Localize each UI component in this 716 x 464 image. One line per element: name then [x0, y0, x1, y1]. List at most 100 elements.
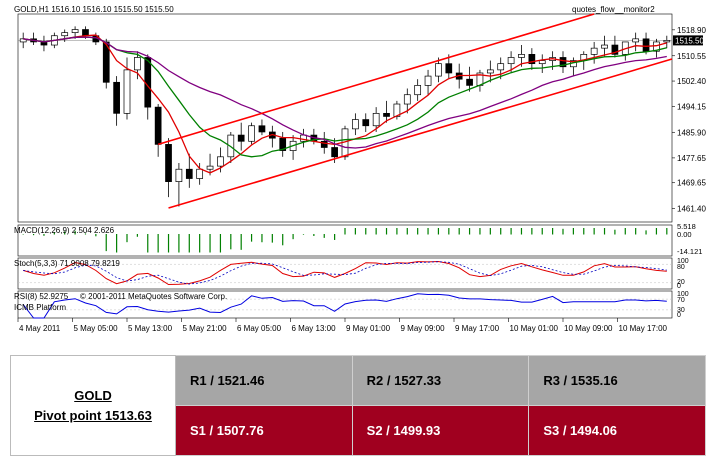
candle-body: [507, 57, 515, 65]
x-tick-label: 5 May 13:00: [128, 324, 173, 333]
s2-cell: S2 / 1499.93: [351, 405, 530, 456]
s1-cell: S1 / 1507.76: [175, 405, 353, 456]
rsi-label: RSI(8) 52.9275: [14, 292, 69, 301]
macd-frame: [17, 224, 673, 257]
candle-body: [590, 47, 598, 55]
x-tick-label: 9 May 09:00: [401, 324, 446, 333]
main-pane-frame: [17, 13, 673, 223]
candle-body: [611, 44, 619, 55]
y-tick-label: 1510.55: [677, 52, 706, 61]
macd-tick-label: 5.518: [677, 222, 696, 231]
stoch-signal-line: [23, 261, 667, 285]
y-tick-label: 1494.15: [677, 103, 706, 112]
x-tick-label: 5 May 05:00: [74, 324, 119, 333]
candle-body: [320, 140, 328, 148]
candle-body: [518, 54, 525, 58]
macd-tick-label: 0.00: [677, 230, 692, 239]
candle-body: [134, 57, 141, 71]
candle-body: [445, 63, 453, 74]
y-tick-label: 1502.40: [677, 77, 706, 86]
candle-body: [185, 168, 193, 179]
candle-body: [497, 63, 505, 71]
resistance-row: GOLD Pivot point 1513.63 R1 / 1521.46 R2…: [10, 355, 706, 456]
candle-body: [123, 69, 131, 114]
candle-body: [653, 41, 660, 52]
s3-cell: S3 / 1494.06: [528, 405, 706, 456]
r3-cell: R3 / 1535.16: [528, 355, 706, 406]
support-row: S1 / 1507.76 S2 / 1499.93 S3 / 1494.06: [11, 405, 706, 456]
candle-body: [175, 168, 183, 182]
stoch-tick-label: 20: [677, 279, 685, 286]
price-chart: 1518.90 1510.55 1502.40 1494.15 1485.90 1477.…: [10, 0, 706, 340]
y-tick-label: 1518.90: [677, 26, 706, 35]
y-tick-label: 1469.65: [677, 179, 706, 188]
y-tick-label: 1461.40: [677, 204, 706, 213]
chart-background: [10, 0, 706, 340]
r1-cell: R1 / 1521.46: [175, 355, 353, 406]
candle-body: [559, 57, 567, 68]
symbol-header: GOLD,H1 1516.10 1516.10 1515.50 1515.50: [14, 5, 174, 14]
candle-body: [237, 134, 245, 142]
candle-body: [331, 147, 338, 158]
indicator-name: quotes_flow__monitor2: [572, 5, 655, 14]
candle-body: [82, 29, 89, 37]
candle-body: [403, 94, 411, 105]
candle-body: [642, 38, 650, 52]
y-tick-label: 1477.65: [677, 154, 706, 163]
x-axis: 4 May 2011 5 May 05:00 5 May 13:00 5 May 21…: [17, 318, 668, 333]
rsi-tick-label: 100: [677, 291, 689, 298]
main-pane: 1518.90 1510.55 1502.40 1494.15 1485.90 1477.…: [17, 13, 706, 223]
candle-body: [435, 63, 442, 77]
candle-body: [206, 165, 214, 170]
r2-cell: R2 / 1527.33: [351, 355, 530, 406]
stoch-tick-label: 0: [677, 283, 681, 290]
candle-body: [258, 125, 266, 133]
rsi-tick-label: 0: [677, 312, 681, 319]
candle-body: [632, 38, 640, 43]
candle-body: [61, 32, 69, 37]
chart-svg: 1518.90 1510.55 1502.40 1494.15 1485.90 1477.…: [10, 0, 706, 340]
x-tick-label: 6 May 13:00: [292, 324, 337, 333]
candle-body: [538, 60, 546, 65]
stoch-tick-label: 100: [677, 258, 689, 265]
candle-body: [528, 54, 536, 65]
moving-average-line: [23, 34, 667, 174]
moving-average-line: [23, 36, 667, 158]
candle-body: [352, 119, 359, 130]
stoch-main-line: [23, 260, 667, 286]
x-tick-label: 9 May 01:00: [346, 324, 391, 333]
pivot-point: Pivot point 1513.63: [34, 407, 152, 423]
candle-body: [663, 40, 671, 43]
macd-label: MACD(12,26,9) 2.504 2.626: [14, 226, 115, 235]
candle-body: [165, 144, 172, 182]
candle-body: [362, 119, 370, 127]
candle-body: [71, 29, 79, 33]
x-tick-label: 9 May 17:00: [455, 324, 500, 333]
current-price-box: [673, 35, 703, 46]
current-price-label: 1515.50: [675, 36, 704, 45]
x-tick-label: 5 May 21:00: [183, 324, 228, 333]
x-tick-label: 10 May 17:00: [619, 324, 668, 333]
stoch-frame: [17, 257, 673, 290]
rsi-tick-label: 30: [677, 307, 685, 314]
candle-body: [414, 85, 422, 96]
candle-body: [372, 112, 380, 127]
candle-body: [383, 112, 390, 117]
x-tick-label: 4 May 2011: [19, 324, 61, 333]
y-tick-label: 1485.90: [677, 128, 706, 137]
channel-line: [168, 58, 673, 209]
candle-body: [196, 168, 204, 179]
candle-body: [154, 106, 162, 145]
candle-body: [601, 44, 608, 49]
candle-body: [424, 75, 432, 86]
candle-body: [19, 38, 27, 43]
stoch-tick-label: 80: [677, 264, 685, 271]
candle-body: [486, 69, 494, 74]
copyright-label: © 2001-2011 MetaQuotes Software Corp.: [80, 292, 227, 301]
candle-body: [466, 78, 473, 86]
candle-body: [248, 125, 255, 142]
moving-average-line: [23, 36, 667, 149]
candle-body: [113, 81, 120, 114]
